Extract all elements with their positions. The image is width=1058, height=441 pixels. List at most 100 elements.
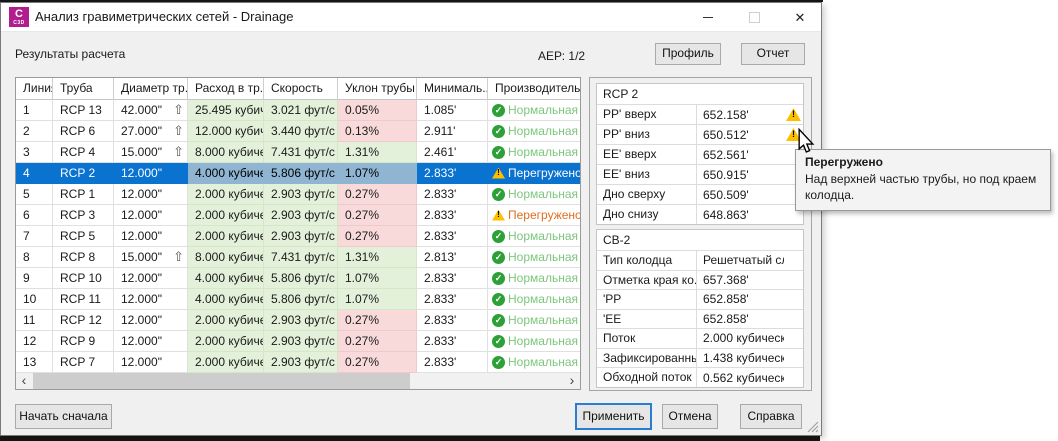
cell-slope[interactable]: 0.13% [338,121,417,142]
cell-status[interactable]: ✓ Нормальная [488,121,580,142]
cell-flow[interactable]: 4.000 кубиче [188,289,264,310]
table-row[interactable]: 7 RCP 5 12.000" 2.000 кубиче 2.903 фут/с… [16,226,580,247]
column-header[interactable]: Линия [16,78,53,100]
cell-slope[interactable]: 0.27% [338,205,417,226]
cell-velocity[interactable]: 5.806 фут/с [264,289,338,310]
scrollbar-track[interactable] [32,373,564,389]
horizontal-scrollbar[interactable]: ‹ › [16,373,580,389]
cell-line[interactable]: 13 [16,352,53,373]
cell-line[interactable]: 9 [16,268,53,289]
cell-line[interactable]: 10 [16,289,53,310]
cell-min-cover[interactable]: 2.833' [417,163,488,184]
cell-velocity[interactable]: 3.440 фут/с [264,121,338,142]
cell-pipe[interactable]: RCP 3 [53,205,114,226]
cell-status[interactable]: ✓ Нормальная [488,331,580,352]
cell-velocity[interactable]: 7.431 фут/с [264,247,338,268]
cell-pipe[interactable]: RCP 5 [53,226,114,247]
cell-min-cover[interactable]: 2.833' [417,352,488,373]
cell-min-cover[interactable]: 2.833' [417,268,488,289]
cell-pipe[interactable]: RCP 12 [53,310,114,331]
table-row[interactable]: 6 RCP 3 12.000" 2.000 кубиче 2.903 фут/с… [16,205,580,226]
cell-flow[interactable]: 12.000 кубич [188,121,264,142]
cell-flow[interactable]: 8.000 кубиче [188,142,264,163]
cell-status[interactable]: ✓ Нормальная [488,142,580,163]
profile-button[interactable]: Профиль [655,43,721,65]
resize-grip[interactable] [806,420,819,433]
cell-pipe[interactable]: RCP 7 [53,352,114,373]
cell-status[interactable]: ✓ Нормальная [488,310,580,331]
table-row[interactable]: 12 RCP 9 12.000" 2.000 кубиче 2.903 фут/… [16,331,580,352]
table-row[interactable]: 13 RCP 7 12.000" 2.000 кубиче 2.903 фут/… [16,352,580,373]
table-row[interactable]: 10 RCP 11 12.000" 4.000 кубиче 5.806 фут… [16,289,580,310]
cell-slope[interactable]: 1.31% [338,142,417,163]
scroll-left-button[interactable]: ‹ [21,372,27,388]
cell-diameter[interactable]: 12.000" [114,226,188,247]
cell-pipe[interactable]: RCP 13 [53,100,114,121]
cell-pipe[interactable]: RCP 6 [53,121,114,142]
scrollbar-thumb[interactable] [33,373,410,389]
cell-slope[interactable]: 0.27% [338,352,417,373]
cell-status[interactable]: ✓ Нормальная [488,100,580,121]
cell-slope[interactable]: 0.27% [338,184,417,205]
cell-flow[interactable]: 25.495 кубич [188,100,264,121]
cell-diameter[interactable]: 12.000" [114,184,188,205]
cell-flow[interactable]: 8.000 кубиче [188,247,264,268]
cell-status[interactable]: ! Перегружено [488,205,580,226]
cell-slope[interactable]: 1.31% [338,247,417,268]
cell-line[interactable]: 6 [16,205,53,226]
help-button[interactable]: Справка [740,404,802,429]
cell-velocity[interactable]: 2.903 фут/с [264,205,338,226]
cell-diameter[interactable]: 42.000" ⇧ [114,100,188,121]
cell-line[interactable]: 11 [16,310,53,331]
table-row[interactable]: 1 RCP 13 42.000" ⇧ 25.495 кубич 3.021 фут… [16,100,580,121]
report-button[interactable]: Отчет [741,43,805,65]
apply-button[interactable]: Применить [575,403,652,430]
cell-diameter[interactable]: 15.000" ⇧ [114,142,188,163]
cell-min-cover[interactable]: 2.833' [417,226,488,247]
cell-status[interactable]: ✓ Нормальная [488,289,580,310]
cell-diameter[interactable]: 12.000" [114,310,188,331]
table-row[interactable]: 4 RCP 2 12.000" 4.000 кубиче 5.806 фут/с… [16,163,580,184]
cell-diameter[interactable]: 12.000" [114,331,188,352]
cell-pipe[interactable]: RCP 9 [53,331,114,352]
cell-min-cover[interactable]: 2.833' [417,184,488,205]
cell-diameter[interactable]: 15.000" ⇧ [114,247,188,268]
warning-icon[interactable]: ! [786,108,801,121]
cell-pipe[interactable]: RCP 8 [53,247,114,268]
cell-diameter[interactable]: 12.000" [114,289,188,310]
cell-velocity[interactable]: 3.021 фут/с [264,100,338,121]
cell-min-cover[interactable]: 2.833' [417,331,488,352]
cell-flow[interactable]: 2.000 кубиче [188,331,264,352]
cell-velocity[interactable]: 2.903 фут/с [264,331,338,352]
cell-velocity[interactable]: 2.903 фут/с [264,352,338,373]
cell-velocity[interactable]: 7.431 фут/с [264,142,338,163]
table-row[interactable]: 8 RCP 8 15.000" ⇧ 8.000 кубиче 7.431 фут/… [16,247,580,268]
cell-flow[interactable]: 2.000 кубиче [188,184,264,205]
table-row[interactable]: 5 RCP 1 12.000" 2.000 кубиче 2.903 фут/с… [16,184,580,205]
cell-diameter[interactable]: 12.000" [114,205,188,226]
cell-line[interactable]: 1 [16,100,53,121]
cell-velocity[interactable]: 2.903 фут/с [264,184,338,205]
cell-min-cover[interactable]: 2.833' [417,289,488,310]
table-row[interactable]: 2 RCP 6 27.000" ⇧ 12.000 кубич 3.440 фут/… [16,121,580,142]
cell-status[interactable]: ✓ Нормальная [488,184,580,205]
column-header[interactable]: Производительн... [488,78,580,100]
cell-velocity[interactable]: 5.806 фут/с [264,268,338,289]
cell-flow[interactable]: 2.000 кубиче [188,205,264,226]
scroll-right-button[interactable]: › [569,372,575,388]
cell-pipe[interactable]: RCP 1 [53,184,114,205]
cell-flow[interactable]: 4.000 кубиче [188,163,264,184]
cell-slope[interactable]: 1.07% [338,163,417,184]
cell-diameter[interactable]: 12.000" [114,268,188,289]
column-header[interactable]: Расход в тр... [188,78,264,100]
cell-slope[interactable]: 0.27% [338,310,417,331]
cell-line[interactable]: 3 [16,142,53,163]
cell-line[interactable]: 7 [16,226,53,247]
cell-flow[interactable]: 2.000 кубиче [188,226,264,247]
cell-velocity[interactable]: 2.903 фут/с [264,310,338,331]
cell-slope[interactable]: 1.07% [338,289,417,310]
cell-min-cover[interactable]: 2.833' [417,205,488,226]
cell-min-cover[interactable]: 2.461' [417,142,488,163]
cell-pipe[interactable]: RCP 4 [53,142,114,163]
cell-flow[interactable]: 2.000 кубиче [188,352,264,373]
